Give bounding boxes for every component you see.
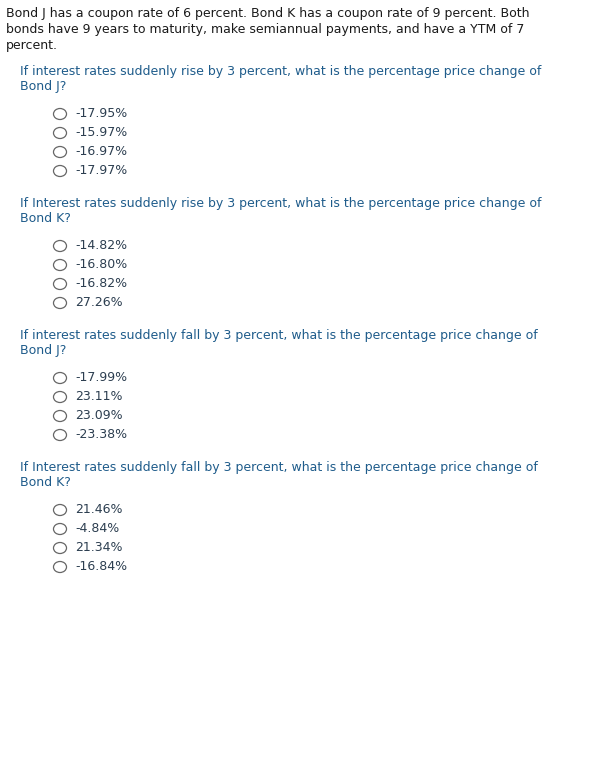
Text: 23.11%: 23.11% (75, 390, 123, 403)
Text: percent.: percent. (6, 39, 58, 52)
Text: -14.82%: -14.82% (75, 239, 127, 252)
Text: 27.26%: 27.26% (75, 296, 123, 309)
Text: 23.09%: 23.09% (75, 409, 123, 422)
Text: -16.84%: -16.84% (75, 560, 127, 573)
Text: bonds have 9 years to maturity, make semiannual payments, and have a YTM of 7: bonds have 9 years to maturity, make sem… (6, 23, 525, 36)
Text: Bond K?: Bond K? (20, 212, 71, 225)
Text: 21.46%: 21.46% (75, 503, 123, 516)
Text: -17.99%: -17.99% (75, 371, 127, 384)
Text: -16.80%: -16.80% (75, 258, 127, 271)
Text: If Interest rates suddenly rise by 3 percent, what is the percentage price chang: If Interest rates suddenly rise by 3 per… (20, 197, 542, 210)
Text: If interest rates suddenly rise by 3 percent, what is the percentage price chang: If interest rates suddenly rise by 3 per… (20, 65, 541, 78)
Text: -17.95%: -17.95% (75, 107, 127, 120)
Text: -23.38%: -23.38% (75, 428, 127, 441)
Text: Bond J?: Bond J? (20, 80, 66, 93)
Text: Bond K?: Bond K? (20, 476, 71, 489)
Text: Bond J has a coupon rate of 6 percent. Bond K has a coupon rate of 9 percent. Bo: Bond J has a coupon rate of 6 percent. B… (6, 7, 529, 20)
Text: Bond J?: Bond J? (20, 344, 66, 357)
Text: If interest rates suddenly fall by 3 percent, what is the percentage price chang: If interest rates suddenly fall by 3 per… (20, 329, 538, 342)
Text: If Interest rates suddenly fall by 3 percent, what is the percentage price chang: If Interest rates suddenly fall by 3 per… (20, 461, 538, 474)
Text: -16.82%: -16.82% (75, 277, 127, 290)
Text: -15.97%: -15.97% (75, 126, 127, 139)
Text: -17.97%: -17.97% (75, 164, 127, 177)
Text: -4.84%: -4.84% (75, 522, 119, 535)
Text: -16.97%: -16.97% (75, 145, 127, 158)
Text: 21.34%: 21.34% (75, 541, 123, 554)
